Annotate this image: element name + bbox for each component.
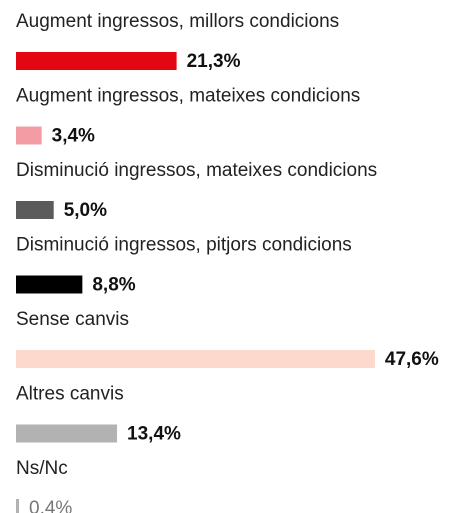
category-label: Altres canvis [16,384,124,405]
bar [16,275,83,294]
bar [16,499,20,513]
value-label: 0,4% [29,498,72,513]
value-label: 47,6% [385,349,439,370]
bar [16,201,54,219]
category-label: Ns/Nc [16,458,68,479]
bar [16,52,177,70]
value-label: 3,4% [52,126,95,147]
bar [16,350,375,368]
category-label: Disminució ingressos, pitjors condicions [16,235,352,256]
bar [16,126,42,145]
category-label: Disminució ingressos, mateixes condicion… [16,160,377,181]
category-label: Sense canvis [16,309,129,330]
category-label: Augment ingressos, mateixes condicions [16,86,360,107]
bar [16,424,118,443]
category-label: Augment ingressos, millors condicions [16,11,339,32]
value-label: 5,0% [64,200,107,221]
value-label: 13,4% [127,424,181,445]
value-label: 21,3% [187,51,241,72]
value-label: 8,8% [92,275,135,296]
